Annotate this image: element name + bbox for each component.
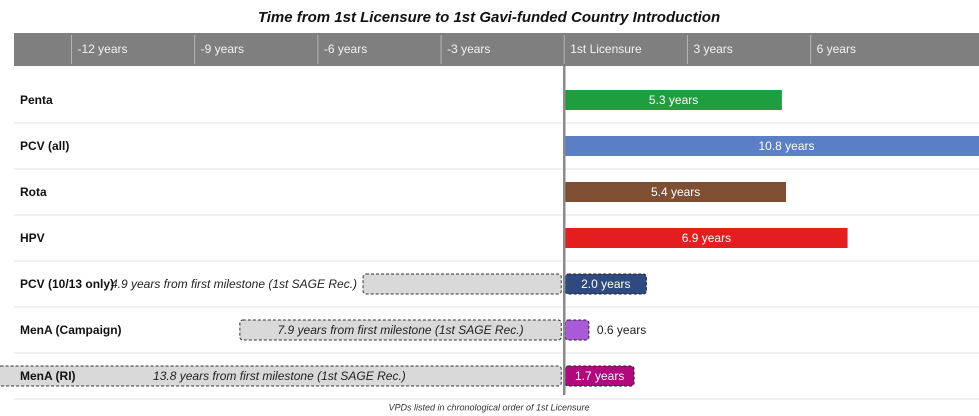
x-tick-label: -12 years (77, 42, 127, 56)
bar (362, 273, 562, 295)
bar (565, 182, 786, 202)
value-label: 5.3 years (649, 93, 698, 107)
value-label: 13.8 years from first milestone (1st SAG… (153, 369, 406, 383)
value-label: 6.9 years (682, 231, 731, 245)
x-tick-label: 6 years (817, 42, 856, 56)
bar (565, 136, 979, 156)
category-label: MenA (RI) (20, 369, 76, 383)
value-label: 7.9 years from first milestone (1st SAGE… (278, 323, 524, 337)
value-label: 10.8 years (758, 139, 814, 153)
bar (0, 365, 562, 387)
category-label: Rota (20, 185, 47, 199)
category-label: PCV (all) (20, 139, 70, 153)
chart-title: Time from 1st Licensure to 1st Gavi-fund… (258, 9, 720, 26)
category-label: PCV (10/13 only) (20, 277, 115, 291)
category-label: MenA (Campaign) (20, 323, 122, 337)
value-label: 0.6 years (597, 323, 646, 337)
bar (565, 228, 848, 248)
category-label: HPV (20, 231, 45, 245)
value-label: 2.0 years (581, 277, 630, 291)
x-tick-label: 1st Licensure (570, 42, 642, 56)
value-label: 5.4 years (651, 185, 700, 199)
category-label: Penta (20, 93, 53, 107)
x-tick-label: -3 years (447, 42, 490, 56)
plot: 5.3 years 10.8 years 5.4 years 6.9 years 2.0… (0, 90, 979, 387)
x-tick-label: -9 years (201, 42, 244, 56)
bar (564, 319, 590, 341)
value-label: 1.7 years (575, 369, 624, 383)
bar (565, 90, 782, 110)
bar (239, 319, 562, 341)
x-tick-label: 3 years (693, 42, 732, 56)
x-tick-label: -6 years (324, 42, 367, 56)
footnote: VPDs listed in chronological order of 1s… (388, 402, 589, 412)
axis-header (14, 33, 979, 66)
value-label: 4.9 years from first milestone (1st SAGE… (111, 277, 357, 291)
